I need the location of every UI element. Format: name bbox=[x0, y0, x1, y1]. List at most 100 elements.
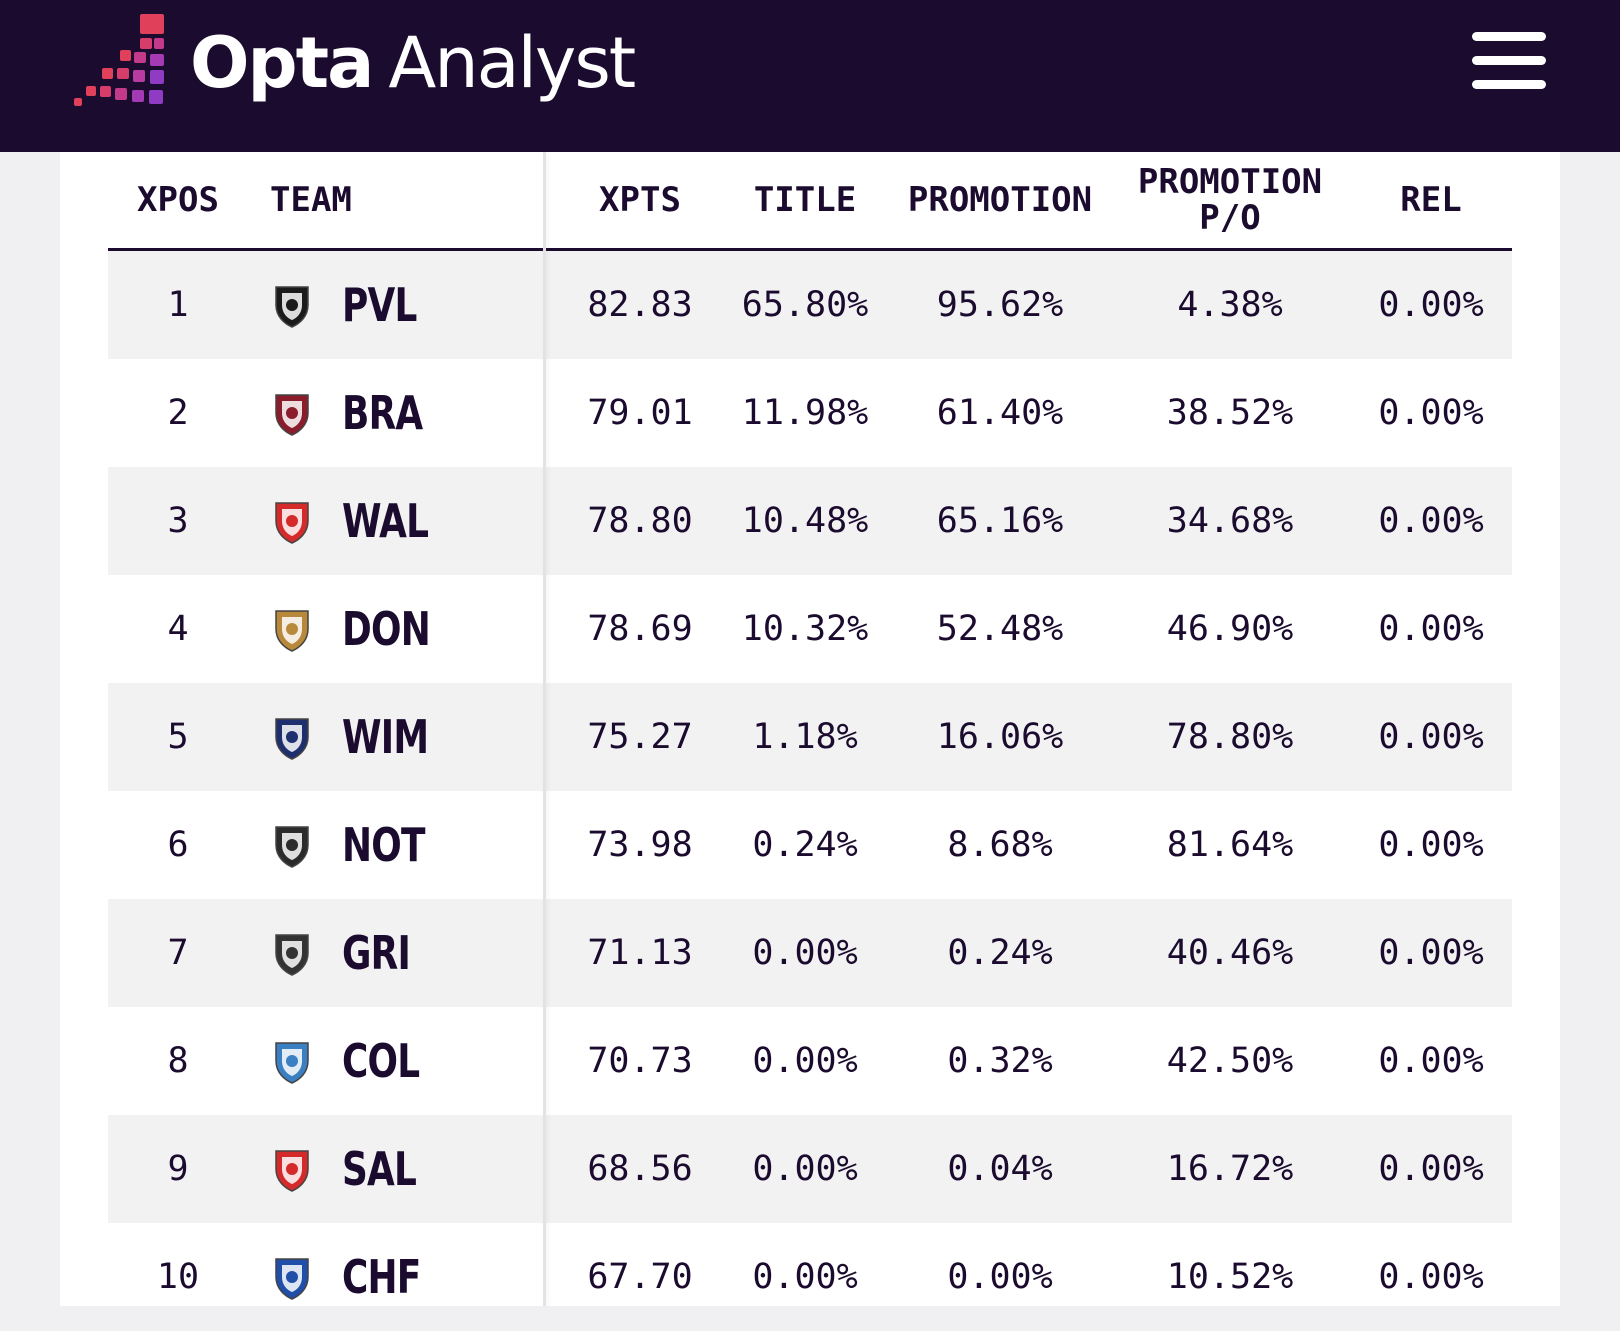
team-crest-icon bbox=[275, 1150, 309, 1192]
site-header: Opta Analyst bbox=[0, 0, 1620, 152]
cell-xpos: 7 bbox=[167, 933, 189, 973]
table-row[interactable]: 6 73.98 0.24% 8.68% 81.64% 0.00% NOT bbox=[108, 791, 1512, 899]
cell-xpts: 71.13 bbox=[587, 933, 693, 973]
cell-xpts: 75.27 bbox=[587, 717, 693, 757]
cell-promotion-po: 16.72% bbox=[1166, 1149, 1294, 1189]
cell-xpos: 9 bbox=[167, 1149, 189, 1189]
cell-rel: 0.00% bbox=[1378, 1041, 1484, 1081]
cell-promotion: 61.40% bbox=[936, 393, 1064, 433]
team-abbreviation[interactable]: PVL bbox=[342, 278, 417, 332]
cell-promotion: 65.16% bbox=[936, 501, 1064, 541]
table-row[interactable]: 8 70.73 0.00% 0.32% 42.50% 0.00% COL bbox=[108, 1007, 1512, 1115]
table-row[interactable]: 9 68.56 0.00% 0.04% 16.72% 0.00% SAL bbox=[108, 1115, 1512, 1223]
table-row[interactable]: 7 71.13 0.00% 0.24% 40.46% 0.00% GRI bbox=[108, 899, 1512, 1007]
cell-xpos: 5 bbox=[167, 717, 189, 757]
table-row[interactable]: 5 75.27 1.18% 16.06% 78.80% 0.00% WIM bbox=[108, 683, 1512, 791]
team-abbreviation[interactable]: GRI bbox=[342, 926, 411, 980]
cell-xpos: 2 bbox=[167, 393, 189, 433]
cell-promotion: 0.32% bbox=[947, 1041, 1053, 1081]
team-abbreviation[interactable]: BRA bbox=[342, 386, 423, 440]
cell-xpos: 8 bbox=[167, 1041, 189, 1081]
hamburger-menu-icon[interactable] bbox=[1472, 32, 1546, 90]
cell-xpts: 79.01 bbox=[587, 393, 693, 433]
cell-rel: 0.00% bbox=[1378, 1149, 1484, 1189]
cell-promotion-po: 4.38% bbox=[1177, 285, 1283, 325]
brand-wordmark[interactable]: Opta Analyst bbox=[190, 18, 636, 108]
cell-promotion: 0.04% bbox=[947, 1149, 1053, 1189]
cell-xpts: 67.70 bbox=[587, 1257, 693, 1297]
team-crest-icon bbox=[275, 718, 309, 760]
cell-promotion-po: 40.46% bbox=[1166, 933, 1294, 973]
cell-xpos: 6 bbox=[167, 825, 189, 865]
cell-promotion: 0.24% bbox=[947, 933, 1053, 973]
cell-rel: 0.00% bbox=[1378, 825, 1484, 865]
team-abbreviation[interactable]: SAL bbox=[342, 1142, 417, 1196]
cell-xpts: 73.98 bbox=[587, 825, 693, 865]
cell-xpos: 3 bbox=[167, 501, 189, 541]
cell-title: 0.24% bbox=[752, 825, 858, 865]
team-crest-icon bbox=[275, 394, 309, 436]
col-header-title[interactable]: TITLE bbox=[753, 180, 857, 220]
table-row[interactable]: 3 78.80 10.48% 65.16% 34.68% 0.00% WAL bbox=[108, 467, 1512, 575]
brand-bold-text: Opta bbox=[190, 22, 374, 104]
cell-title: 0.00% bbox=[752, 933, 858, 973]
cell-rel: 0.00% bbox=[1378, 285, 1484, 325]
col-header-rel[interactable]: REL bbox=[1400, 180, 1462, 220]
team-crest-icon bbox=[275, 1042, 309, 1084]
team-crest-icon bbox=[275, 502, 309, 544]
col-header-xpos[interactable]: XPOS bbox=[137, 180, 219, 220]
cell-xpos: 1 bbox=[167, 285, 189, 325]
table-row[interactable]: 1 82.83 65.80% 95.62% 4.38% 0.00% PVL bbox=[108, 251, 1512, 359]
cell-title: 0.00% bbox=[752, 1149, 858, 1189]
table-row[interactable]: 2 79.01 11.98% 61.40% 38.52% 0.00% BRA bbox=[108, 359, 1512, 467]
table-header: XPOS TEAM XPTS TITLE PROMOTION PROMOTION… bbox=[108, 152, 1512, 251]
cell-rel: 0.00% bbox=[1378, 609, 1484, 649]
team-crest-icon bbox=[275, 1258, 309, 1300]
cell-xpts: 68.56 bbox=[587, 1149, 693, 1189]
cell-title: 10.48% bbox=[741, 501, 869, 541]
table-row[interactable]: 4 78.69 10.32% 52.48% 46.90% 0.00% DON bbox=[108, 575, 1512, 683]
col-header-xpts[interactable]: XPTS bbox=[599, 180, 681, 220]
col-header-promotion-po[interactable]: PROMOTION P/O bbox=[1137, 162, 1323, 238]
table-row[interactable]: 10 67.70 0.00% 0.00% 10.52% 0.00% CHF bbox=[108, 1223, 1512, 1331]
cell-title: 10.32% bbox=[741, 609, 869, 649]
col-header-promotion[interactable]: PROMOTION bbox=[907, 180, 1093, 220]
cell-promotion: 52.48% bbox=[936, 609, 1064, 649]
team-crest-icon bbox=[275, 934, 309, 976]
cell-promotion-po: 34.68% bbox=[1166, 501, 1294, 541]
team-crest-icon bbox=[275, 826, 309, 868]
team-abbreviation[interactable]: WIM bbox=[342, 710, 429, 764]
team-abbreviation[interactable]: COL bbox=[342, 1034, 420, 1088]
cell-rel: 0.00% bbox=[1378, 393, 1484, 433]
cell-title: 0.00% bbox=[752, 1041, 858, 1081]
team-abbreviation[interactable]: CHF bbox=[342, 1250, 421, 1304]
cell-promotion: 8.68% bbox=[947, 825, 1053, 865]
team-abbreviation[interactable]: DON bbox=[342, 602, 431, 656]
cell-title: 11.98% bbox=[741, 393, 869, 433]
cell-promotion-po: 38.52% bbox=[1166, 393, 1294, 433]
cell-promotion-po: 10.52% bbox=[1166, 1257, 1294, 1297]
cell-xpts: 70.73 bbox=[587, 1041, 693, 1081]
cell-promotion: 16.06% bbox=[936, 717, 1064, 757]
cell-xpts: 78.80 bbox=[587, 501, 693, 541]
opta-stairs-logo-icon[interactable] bbox=[74, 12, 174, 108]
cell-title: 0.00% bbox=[752, 1257, 858, 1297]
cell-xpos: 4 bbox=[167, 609, 189, 649]
team-abbreviation[interactable]: WAL bbox=[342, 494, 429, 548]
cell-xpos: 10 bbox=[156, 1257, 200, 1297]
team-crest-icon bbox=[275, 610, 309, 652]
cell-promotion-po: 81.64% bbox=[1166, 825, 1294, 865]
cell-promotion-po: 42.50% bbox=[1166, 1041, 1294, 1081]
cell-rel: 0.00% bbox=[1378, 1257, 1484, 1297]
brand-light-text: Analyst bbox=[388, 22, 636, 104]
cell-promotion: 95.62% bbox=[936, 285, 1064, 325]
team-abbreviation[interactable]: NOT bbox=[342, 818, 425, 872]
team-crest-icon bbox=[275, 286, 309, 328]
cell-rel: 0.00% bbox=[1378, 933, 1484, 973]
cell-rel: 0.00% bbox=[1378, 717, 1484, 757]
cell-promotion-po: 78.80% bbox=[1166, 717, 1294, 757]
cell-promotion: 0.00% bbox=[947, 1257, 1053, 1297]
cell-xpts: 78.69 bbox=[587, 609, 693, 649]
col-header-team[interactable]: TEAM bbox=[270, 180, 352, 220]
cell-rel: 0.00% bbox=[1378, 501, 1484, 541]
